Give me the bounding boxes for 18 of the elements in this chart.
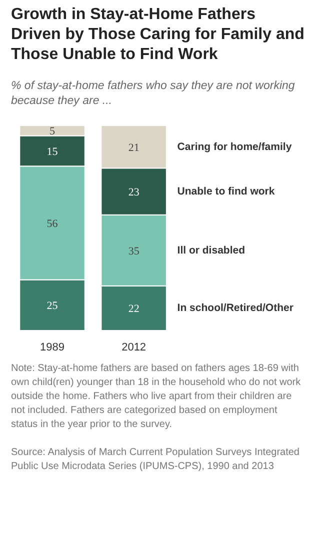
data-label: 15 (46, 146, 58, 158)
source-note: Source: Analysis of March Current Population Surveys Integrated Public Use Microdata Series (IPUMS-CPS), 1990 and 2013 (11, 446, 300, 474)
x-tick-label: 2012 (122, 341, 146, 354)
text: Note: Stay-at-home fathers are based on fathers ages 18-69 with own child(ren) younger than 18 in the household who do not work outside the home. Fathers who live apart from their children are not included. Fathers are categorized based on employment status in the year prior to the survey. (11, 362, 302, 432)
series-label: Unable to find work (177, 185, 275, 198)
data-label: 5 (50, 125, 56, 138)
chart-subtitle: % of stay-at-home fathers who say they are not working because they are ... (11, 79, 296, 109)
series-label: In school/Retired/Other (177, 302, 294, 314)
x-tick-label: 1989 (40, 341, 65, 354)
data-label: 21 (128, 142, 140, 154)
data-label: 25 (46, 300, 58, 312)
data-label: 23 (128, 186, 140, 198)
data-label: 35 (128, 245, 140, 258)
data-label: 22 (128, 303, 140, 316)
chart-title: Growth in Stay-at-Home Fathers Driven by Those Caring for Family and Those Unable to Find Work (11, 5, 306, 65)
data-label: 56 (46, 218, 58, 230)
series-label: Caring for home/family (177, 140, 292, 153)
series-label: Ill or disabled (177, 244, 245, 256)
